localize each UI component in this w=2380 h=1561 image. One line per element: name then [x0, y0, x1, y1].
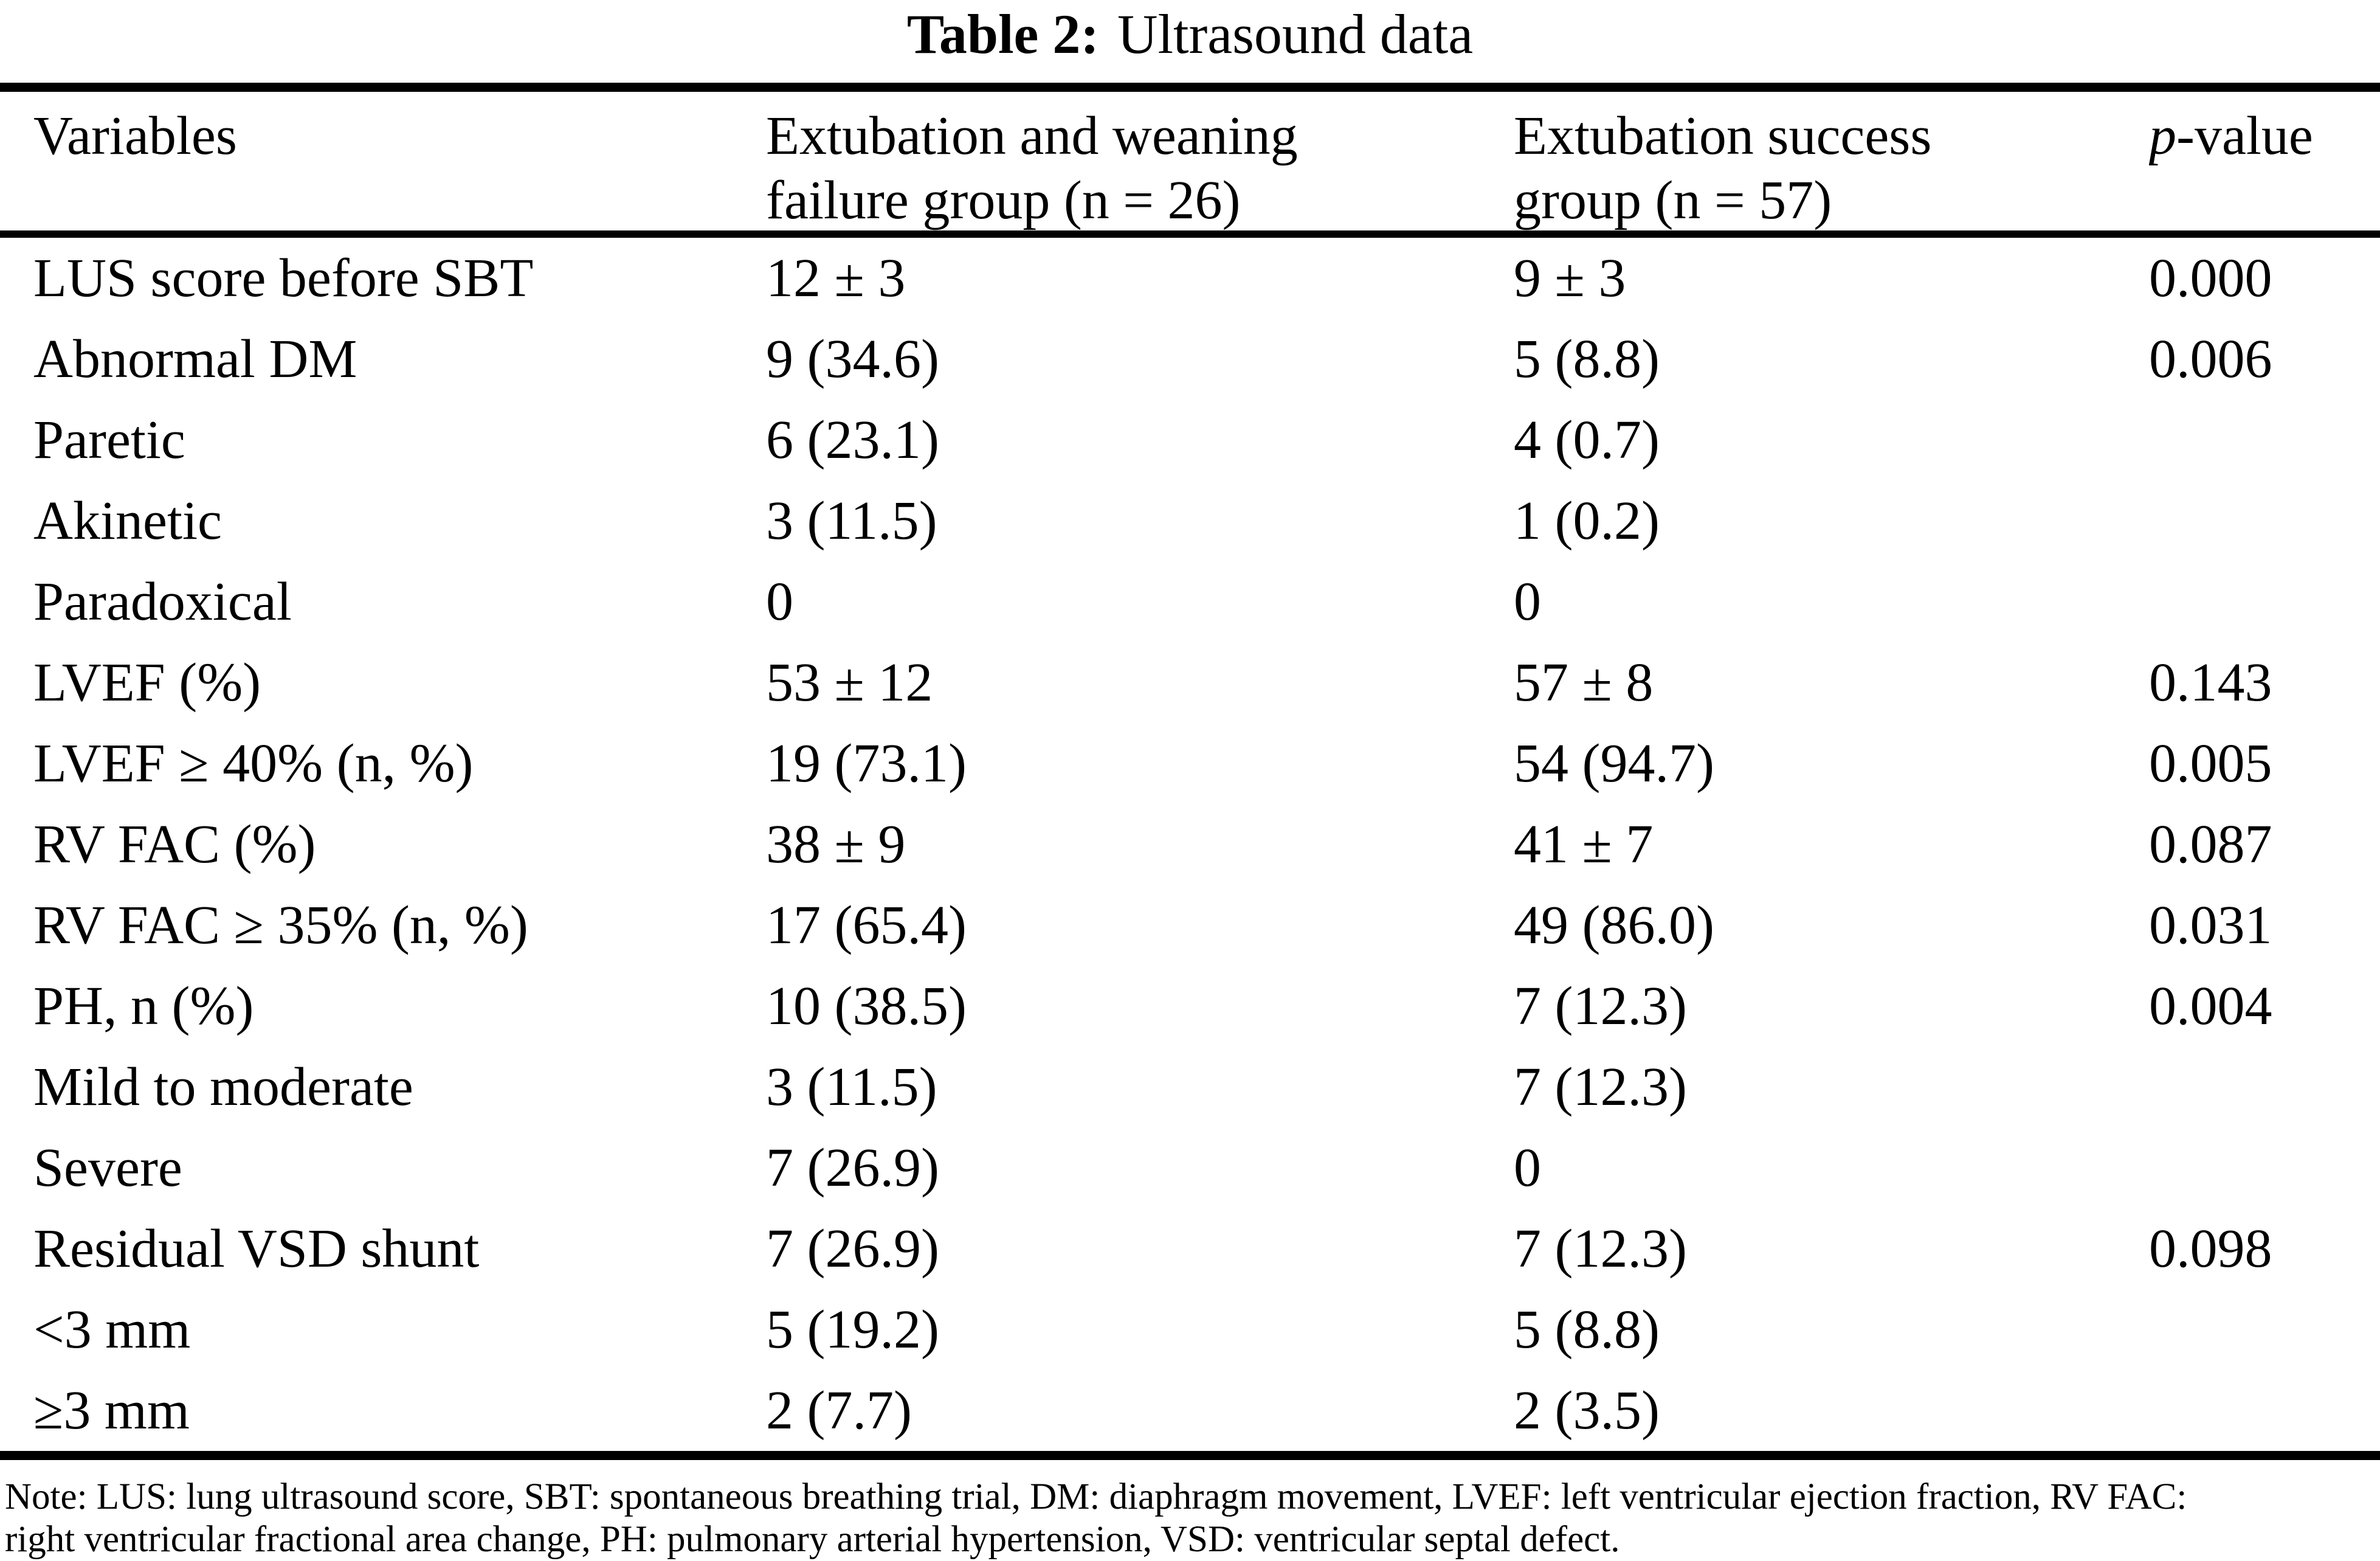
variable-cell: Paretic: [33, 409, 185, 470]
variable-cell: Severe: [33, 1137, 182, 1198]
variable-cell: Abnormal DM: [33, 328, 357, 389]
failure-value-cell: 5 (19.2): [766, 1299, 939, 1360]
success-value-cell: 5 (8.8): [1514, 1299, 1660, 1360]
pvalue-header-rest: -value: [2176, 106, 2313, 166]
pvalue-cell: 0.087: [2149, 814, 2272, 874]
table-row: <3 mm 5 (19.2) 5 (8.8): [0, 1289, 2380, 1370]
failure-group-column-header: Extubation and weaning failure group (n …: [766, 104, 1514, 233]
success-value-cell: 41 ± 7: [1514, 814, 1654, 874]
table-body: LUS score before SBT 12 ± 3 9 ± 3 0.000 …: [0, 238, 2380, 1451]
table-title: Table 2: Ultrasound data: [0, 0, 2380, 83]
variable-cell: ≥3 mm: [33, 1380, 190, 1441]
pvalue-cell: 0.004: [2149, 975, 2272, 1036]
variable-cell: LVEF (%): [33, 652, 261, 713]
table-row: Paretic 6 (23.1) 4 (0.7): [0, 400, 2380, 480]
pvalue-cell: 0.005: [2149, 733, 2272, 794]
table-row: Akinetic 3 (11.5) 1 (0.2): [0, 480, 2380, 561]
failure-value-cell: 19 (73.1): [766, 733, 967, 794]
success-value-cell: 7 (12.3): [1514, 1218, 1687, 1279]
success-group-header-line1: Extubation success: [1514, 106, 1932, 166]
table-row: RV FAC ≥ 35% (n, %) 17 (65.4) 49 (86.0) …: [0, 885, 2380, 966]
pvalue-cell: 0.143: [2149, 652, 2272, 713]
variable-cell: LVEF ≥ 40% (n, %): [33, 733, 474, 794]
footnote-line1: Note: LUS: lung ultrasound score, SBT: s…: [5, 1476, 2187, 1517]
variable-cell: LUS score before SBT: [33, 247, 534, 308]
variable-cell: RV FAC ≥ 35% (n, %): [33, 895, 528, 955]
table-header-rule: [0, 230, 2380, 238]
variable-cell: RV FAC (%): [33, 814, 316, 874]
failure-value-cell: 3 (11.5): [766, 1056, 937, 1117]
success-value-cell: 9 ± 3: [1514, 247, 1626, 308]
failure-value-cell: 6 (23.1): [766, 409, 939, 470]
failure-value-cell: 38 ± 9: [766, 814, 906, 874]
success-group-column-header: Extubation success group (n = 57): [1514, 104, 2149, 233]
pvalue-cell: 0.000: [2149, 247, 2272, 308]
failure-value-cell: 10 (38.5): [766, 975, 967, 1036]
table-title-text: Ultrasound data: [1117, 3, 1474, 65]
failure-value-cell: 3 (11.5): [766, 490, 937, 551]
success-value-cell: 0: [1514, 571, 1541, 632]
failure-value-cell: 7 (26.9): [766, 1137, 939, 1198]
variable-cell: <3 mm: [33, 1299, 191, 1360]
table-row: PH, n (%) 10 (38.5) 7 (12.3) 0.004: [0, 966, 2380, 1047]
table-header-row: Variables Extubation and weaning failure…: [0, 92, 2380, 230]
success-value-cell: 7 (12.3): [1514, 1056, 1687, 1117]
variable-cell: Akinetic: [33, 490, 222, 551]
pvalue-cell: 0.098: [2149, 1218, 2272, 1279]
failure-group-header-line2: failure group (n = 26): [766, 170, 1241, 230]
table-row: ≥3 mm 2 (7.7) 2 (3.5): [0, 1370, 2380, 1451]
success-value-cell: 54 (94.7): [1514, 733, 1714, 794]
pvalue-column-header: p-value: [2149, 104, 2380, 168]
pvalue-cell: 0.006: [2149, 328, 2272, 389]
footnote-line2: right ventricular fractional area change…: [5, 1519, 1620, 1560]
success-value-cell: 0: [1514, 1137, 1541, 1198]
failure-value-cell: 0: [766, 571, 793, 632]
success-value-cell: 57 ± 8: [1514, 652, 1654, 713]
table-row: Severe 7 (26.9) 0: [0, 1127, 2380, 1208]
failure-value-cell: 2 (7.7): [766, 1380, 912, 1441]
table-row: RV FAC (%) 38 ± 9 41 ± 7 0.087: [0, 804, 2380, 885]
table-row: LVEF (%) 53 ± 12 57 ± 8 0.143: [0, 642, 2380, 723]
variable-cell: PH, n (%): [33, 975, 254, 1036]
table-row: Abnormal DM 9 (34.6) 5 (8.8) 0.006: [0, 319, 2380, 400]
table-row: LVEF ≥ 40% (n, %) 19 (73.1) 54 (94.7) 0.…: [0, 723, 2380, 804]
failure-value-cell: 53 ± 12: [766, 652, 933, 713]
failure-value-cell: 9 (34.6): [766, 328, 939, 389]
success-group-header-line2: group (n = 57): [1514, 170, 1832, 230]
success-value-cell: 1 (0.2): [1514, 490, 1660, 551]
failure-value-cell: 12 ± 3: [766, 247, 906, 308]
success-value-cell: 2 (3.5): [1514, 1380, 1660, 1441]
failure-group-header-line1: Extubation and weaning: [766, 106, 1298, 166]
variable-cell: Paradoxical: [33, 571, 292, 632]
success-value-cell: 7 (12.3): [1514, 975, 1687, 1036]
variable-cell: Residual VSD shunt: [33, 1218, 480, 1279]
failure-value-cell: 17 (65.4): [766, 895, 967, 955]
table-footnote: Note: LUS: lung ultrasound score, SBT: s…: [0, 1460, 2380, 1561]
table-top-rule: [0, 83, 2380, 92]
success-value-cell: 5 (8.8): [1514, 328, 1660, 389]
pvalue-header-italic-p: p: [2149, 106, 2176, 166]
table-row: LUS score before SBT 12 ± 3 9 ± 3 0.000: [0, 238, 2380, 319]
table-row: Residual VSD shunt 7 (26.9) 7 (12.3) 0.0…: [0, 1208, 2380, 1289]
failure-value-cell: 7 (26.9): [766, 1218, 939, 1279]
table-title-label: Table 2:: [906, 3, 1100, 65]
variable-cell: Mild to moderate: [33, 1056, 413, 1117]
pvalue-cell: 0.031: [2149, 895, 2272, 955]
table-row: Paradoxical 0 0: [0, 561, 2380, 642]
variables-column-header: Variables: [33, 106, 237, 166]
success-value-cell: 4 (0.7): [1514, 409, 1660, 470]
success-value-cell: 49 (86.0): [1514, 895, 1714, 955]
table-row: Mild to moderate 3 (11.5) 7 (12.3): [0, 1047, 2380, 1127]
table-bottom-rule: [0, 1451, 2380, 1460]
